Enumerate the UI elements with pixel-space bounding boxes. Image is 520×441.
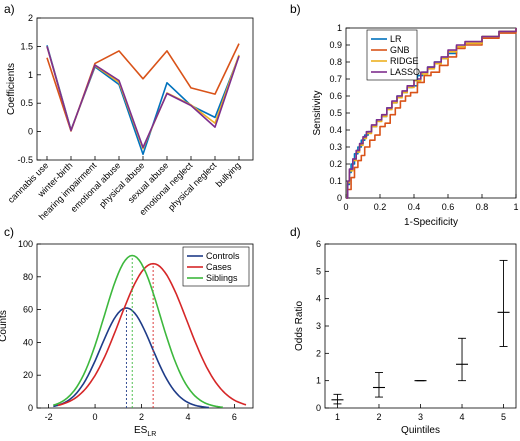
y-tick-label: 0.6 bbox=[329, 91, 342, 101]
x-tick-label: 0.2 bbox=[374, 202, 387, 212]
y-tick-label: 0.3 bbox=[329, 142, 342, 152]
y-tick-label: 0.5 bbox=[20, 98, 33, 108]
y-tick-label: 1 bbox=[28, 70, 33, 80]
density-curve bbox=[53, 254, 223, 408]
panel-c: c) 0 20 40 60 80 100 -2 0 2 4 6 Counts ESLR ControlsCa… bbox=[0, 225, 254, 438]
x-tick-label: 6 bbox=[232, 412, 237, 422]
y-tick-label: 0 bbox=[337, 193, 342, 203]
roc-curve bbox=[346, 28, 517, 199]
panel-label: d) bbox=[290, 225, 301, 239]
y-tick-label: 2 bbox=[28, 13, 33, 23]
y-tick-label: 0.1 bbox=[329, 176, 342, 186]
x-axis-label: ESLR bbox=[134, 425, 156, 438]
density-curve bbox=[57, 262, 247, 407]
y-tick-label: 0 bbox=[28, 127, 33, 137]
axes-frame bbox=[36, 243, 254, 409]
x-axis-label: Quintiles bbox=[401, 425, 440, 436]
y-tick-label: 40 bbox=[23, 337, 33, 347]
y-tick-label: 0.7 bbox=[329, 74, 342, 84]
panel-d: d) 0 1 2 3 4 5 6 1 2 3 4 5 Quintiles Odds Ratio bbox=[290, 225, 517, 436]
y-tick-label: 4 bbox=[316, 294, 321, 304]
series-line bbox=[46, 46, 240, 149]
y-tick-label: 0 bbox=[28, 403, 33, 413]
legend-label: GNB bbox=[390, 45, 410, 55]
y-tick-label: 0.9 bbox=[329, 40, 342, 50]
legend-label: RIDGE bbox=[390, 56, 419, 66]
x-axis-label-main: ES bbox=[134, 425, 148, 436]
x-tick-label: -2 bbox=[45, 412, 53, 422]
x-tick-label: 0 bbox=[343, 202, 348, 212]
y-tick-label: 60 bbox=[23, 305, 33, 315]
y-tick-label: 5 bbox=[316, 266, 321, 276]
panel-b: b) 0 0.1 0.2 0.3 0.4 0.5 0.6 0.7 0.8 0.9 1 0 0.2 0.4 0.… bbox=[290, 2, 519, 228]
x-axis-label-subscript: LR bbox=[147, 431, 156, 438]
y-tick-label: 0.8 bbox=[329, 57, 342, 67]
panel-label: a) bbox=[4, 2, 15, 16]
y-tick-label: 1.5 bbox=[20, 41, 33, 51]
x-tick-label: 0.4 bbox=[408, 202, 421, 212]
legend-label: Cases bbox=[206, 262, 232, 272]
x-tick-label: 0 bbox=[93, 412, 98, 422]
legend-label: LR bbox=[390, 34, 402, 44]
y-tick-label: 2 bbox=[316, 348, 321, 358]
y-tick-label: 0.2 bbox=[329, 159, 342, 169]
y-tick-label: 6 bbox=[316, 239, 321, 249]
axes-frame bbox=[36, 17, 254, 161]
y-axis-label: Odds Ratio bbox=[294, 301, 305, 351]
x-axis-label: 1-Specificity bbox=[404, 217, 458, 228]
y-tick-label: -0.5 bbox=[17, 155, 33, 165]
panel-label: b) bbox=[290, 2, 301, 16]
y-tick-label: 20 bbox=[23, 370, 33, 380]
y-axis-label: Counts bbox=[0, 310, 9, 342]
x-tick-label: 4 bbox=[185, 412, 190, 422]
legend-label: Siblings bbox=[206, 273, 238, 283]
y-tick-label: 80 bbox=[23, 272, 33, 282]
y-tick-label: 3 bbox=[316, 321, 321, 331]
axes-frame bbox=[324, 243, 517, 409]
x-tick-label: 5 bbox=[501, 412, 506, 422]
x-tick-label: 0.6 bbox=[442, 202, 455, 212]
y-axis-label: Sensitivity bbox=[312, 90, 323, 135]
panel-label: c) bbox=[4, 225, 14, 239]
density-curve bbox=[53, 307, 209, 409]
y-tick-label: 1 bbox=[316, 376, 321, 386]
x-tick-label: bullying bbox=[214, 160, 243, 189]
x-tick-label: 0.8 bbox=[476, 202, 489, 212]
x-tick-label: 2 bbox=[139, 412, 144, 422]
x-tick-label: 3 bbox=[418, 412, 423, 422]
y-tick-label: 0.4 bbox=[329, 125, 342, 135]
x-tick-label: 1 bbox=[335, 412, 340, 422]
series-line bbox=[46, 46, 240, 150]
y-tick-label: 1 bbox=[337, 23, 342, 33]
legend-label: LASSO bbox=[390, 67, 420, 77]
x-tick-label: 2 bbox=[376, 412, 381, 422]
y-tick-label: 0 bbox=[316, 403, 321, 413]
y-tick-label: 100 bbox=[18, 239, 33, 249]
x-tick-label: 4 bbox=[460, 412, 465, 422]
x-tick-label: 1 bbox=[513, 202, 518, 212]
legend-label: Controls bbox=[206, 251, 240, 261]
y-tick-label: 0.5 bbox=[329, 108, 342, 118]
y-axis-label: Coefficients bbox=[6, 63, 17, 115]
series-line bbox=[46, 45, 240, 156]
